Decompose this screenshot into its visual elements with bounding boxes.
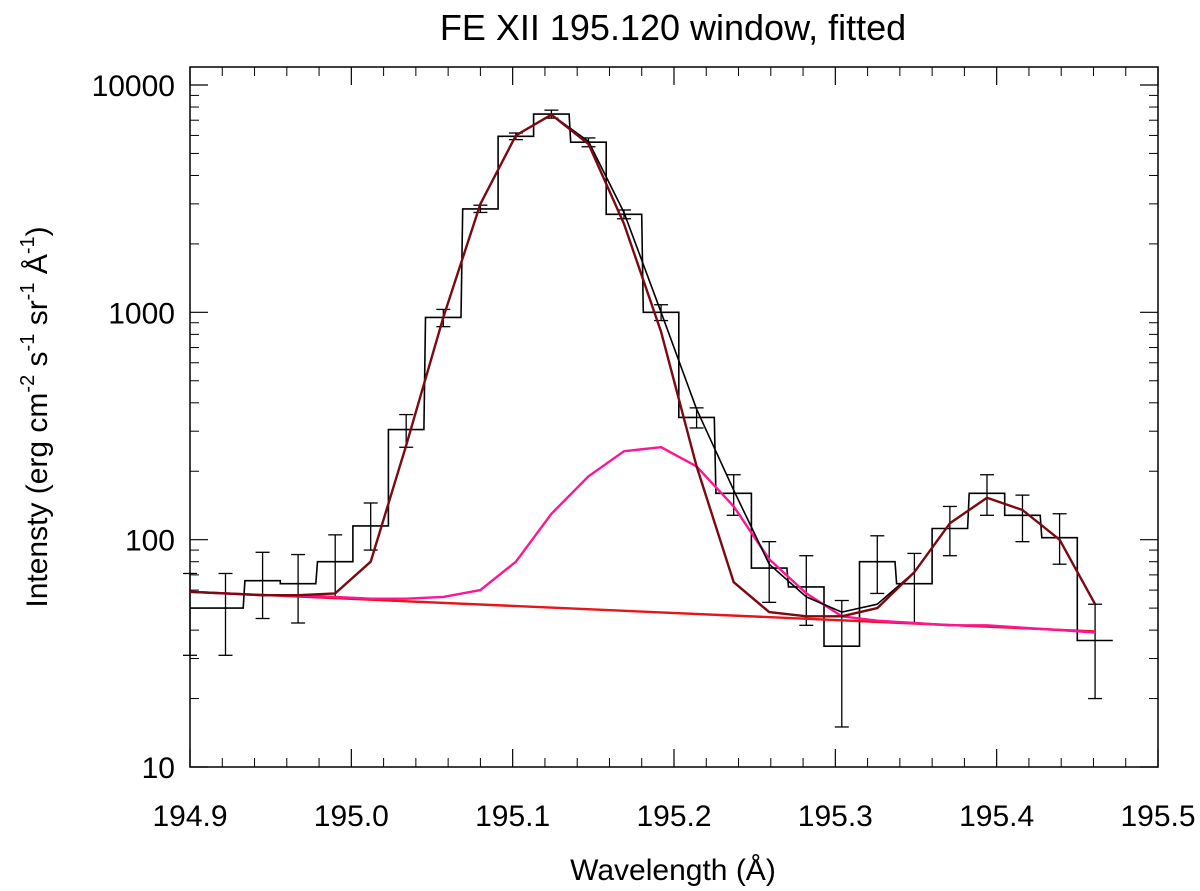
error-bar [291, 553, 306, 624]
x-tick-label: 195.5 [1120, 800, 1195, 833]
x-tick-label: 195.4 [959, 800, 1034, 833]
error-bar [799, 555, 814, 626]
error-bar [762, 541, 777, 603]
error-bar [1088, 603, 1103, 700]
y-tick-label: 10 [142, 752, 175, 785]
observed-histogram [190, 113, 1113, 647]
x-tick-label: 194.9 [152, 800, 227, 833]
y-label-sup: -2 [17, 375, 39, 393]
error-bar [942, 505, 957, 557]
y-label-part: Å [21, 254, 54, 282]
y-label-sup: -1 [17, 236, 39, 254]
error-bar [834, 599, 849, 728]
chart-title: FE XII 195.120 window, fitted [440, 7, 906, 48]
total-fit-line [189, 113, 1096, 613]
y-label-part: ) [21, 226, 54, 236]
x-tick-label: 195.1 [475, 800, 550, 833]
error-bar [255, 551, 270, 620]
error-bar [979, 474, 994, 516]
y-label-sup: -1 [17, 334, 39, 352]
y-tick-label: 10000 [92, 70, 175, 103]
error-bar [218, 572, 233, 656]
y-tick-label: 1000 [108, 297, 175, 330]
y-label-part: s [21, 351, 54, 374]
error-bar [183, 572, 197, 656]
x-axis: 194.9 195.0 195.1 195.2 195.3 195.4 195.5 [152, 67, 1196, 833]
y-label-part: sr [21, 300, 54, 333]
x-tick-label: 195.0 [314, 800, 389, 833]
plot-frame [189, 66, 1159, 768]
x-tick-label: 195.2 [636, 800, 711, 833]
y-tick-label: 100 [125, 525, 175, 558]
error-bar [1015, 494, 1030, 543]
y-axis: 10 100 1000 10000 [92, 70, 1158, 785]
y-axis-label: Intensty (erg cm-2 s-1 sr-1 Å-1) [17, 226, 54, 607]
y-label-part: Intensty (erg cm [21, 393, 54, 608]
plot-area [183, 109, 1113, 728]
plot-border [189, 66, 1159, 768]
error-bar [870, 535, 885, 595]
primary-fit-line [189, 113, 1097, 618]
x-tick-label: 195.3 [798, 800, 873, 833]
blend-component-line [189, 446, 1096, 634]
y-label-sup: -1 [17, 283, 39, 301]
x-axis-label: Wavelength (Å) [570, 854, 776, 887]
